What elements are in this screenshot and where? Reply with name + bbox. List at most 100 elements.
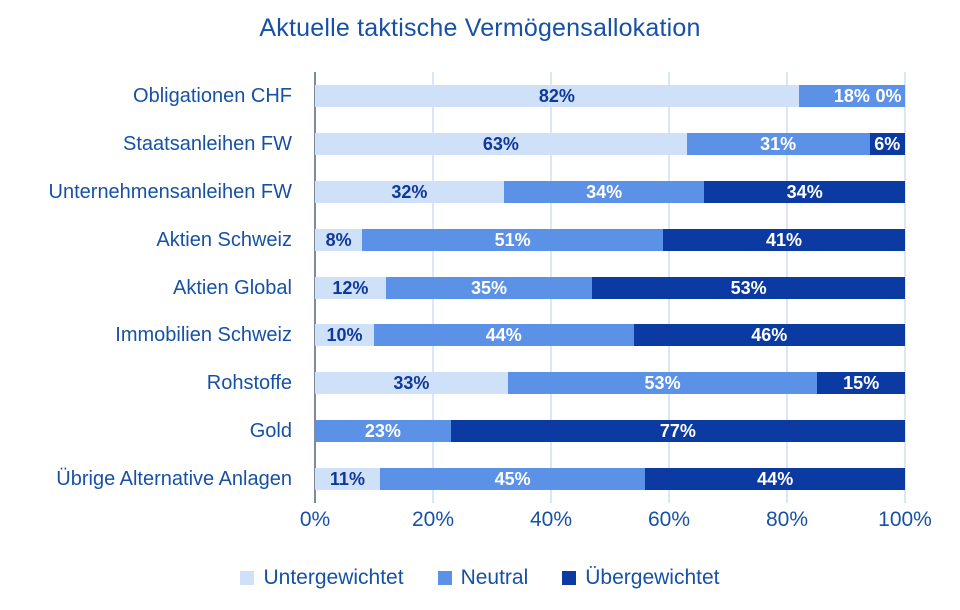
bar-segment-untergewichtet xyxy=(315,468,380,491)
bar-segment-neutral xyxy=(315,420,451,443)
category-label: Gold xyxy=(249,420,292,443)
segment-value-label: 12% xyxy=(332,277,369,298)
category-label: Aktien Schweiz xyxy=(156,228,292,251)
segment-value-label: 46% xyxy=(751,325,788,346)
segment-value-label: 51% xyxy=(494,229,531,250)
bar-segment-bergewichtet xyxy=(817,372,905,395)
segment-value-label: 18% xyxy=(833,85,870,106)
segment-value-label: 53% xyxy=(730,277,767,298)
legend-item-untergewichtet: Untergewichtet xyxy=(240,566,404,590)
segment-value-label: 23% xyxy=(364,421,401,442)
bar-segment-neutral xyxy=(686,132,870,155)
bar-track: 32% 34% 34% xyxy=(315,180,905,203)
bar-row: Unternehmensanleihen FW 32% 34% 34% xyxy=(0,179,960,205)
segment-value-label: 45% xyxy=(494,469,531,490)
bar-segment-bergewichtet xyxy=(592,276,905,299)
bar-row: Obligationen CHF 82% 18% 0% xyxy=(0,83,960,109)
bar-segment-bergewichtet xyxy=(450,420,905,443)
category-label: Immobilien Schweiz xyxy=(115,324,292,347)
bar-segment-neutral xyxy=(507,372,818,395)
segment-value-label: 10% xyxy=(326,325,363,346)
bar-segment-neutral xyxy=(362,228,664,251)
gridline xyxy=(904,72,906,503)
segment-value-label: 15% xyxy=(843,373,880,394)
bar-row: Gold0%23%77% xyxy=(0,418,960,444)
legend-item-neutral: Neutral xyxy=(437,566,529,590)
legend-item-bergewichtet: Übergewichtet xyxy=(562,566,720,590)
segment-value-label: 63% xyxy=(482,133,519,154)
bar-track: 33% 53% 15% xyxy=(315,372,905,395)
bar-rows-layer: Obligationen CHF 82% 18% 0% Staatsanleihen F… xyxy=(0,72,960,503)
x-axis-tick-label: 80% xyxy=(765,508,809,531)
bar-row: Aktien Global 12% 35% 53% xyxy=(0,275,960,301)
category-label: Übrige Alternative Anlagen xyxy=(56,468,292,491)
bar-segment-neutral xyxy=(379,468,646,491)
segment-value-label: 77% xyxy=(659,421,696,442)
segment-value-label: 34% xyxy=(786,181,823,202)
bar-segment-untergewichtet xyxy=(315,372,508,395)
bar-row: Immobilien Schweiz 10% 44% 46% xyxy=(0,322,960,348)
x-axis-tick-label: 100% xyxy=(878,508,932,531)
segment-value-label: 8% xyxy=(325,229,352,250)
x-axis-tick-label: 0% xyxy=(299,508,331,531)
chart-title: Aktuelle taktische Vermögensallokation xyxy=(259,14,701,42)
legend-swatch-neutral xyxy=(437,571,452,585)
bar-segment-bergewichtet xyxy=(645,468,905,491)
segment-value-label: 6% xyxy=(874,133,901,154)
bar-track: 11% 45% 44% xyxy=(315,468,905,491)
segment-value-label: 82% xyxy=(538,85,575,106)
legend-swatch-bergewichtet xyxy=(562,571,577,585)
legend-label: Untergewichtet xyxy=(263,566,404,589)
legend: Untergewichtet Neutral Übergewichtet xyxy=(0,563,960,593)
bar-track: 12% 35% 53% xyxy=(315,276,905,299)
bar-row: Übrige Alternative Anlagen 11% 45% 44% xyxy=(0,466,960,492)
bar-track: 0%23%77% xyxy=(315,420,905,443)
x-axis: 0% 20% 40% 60% 80% 100% xyxy=(300,508,932,536)
bar-segment-untergewichtet xyxy=(315,84,799,107)
legend-label: Übergewichtet xyxy=(585,566,720,589)
x-axis-tick-label: 40% xyxy=(529,508,573,531)
segment-value-label: 11% xyxy=(329,469,365,490)
bar-row: Rohstoffe 33% 53% 15% xyxy=(0,370,960,396)
segment-value-label: 34% xyxy=(586,181,623,202)
bar-segment-untergewichtet xyxy=(315,276,386,299)
bar-segment-untergewichtet xyxy=(315,324,374,347)
legend-label: Neutral xyxy=(460,566,529,589)
y-axis-line xyxy=(314,72,316,503)
bar-segment-neutral xyxy=(374,324,634,347)
x-axis-tick-label: 60% xyxy=(647,508,691,531)
bar-segment-untergewichtet xyxy=(315,228,363,251)
bar-segment-neutral xyxy=(798,84,905,107)
segment-value-label: 44% xyxy=(757,469,794,490)
bar-track: 63% 31% 6% xyxy=(315,132,905,155)
category-label: Unternehmensanleihen FW xyxy=(48,180,292,203)
segment-value-label: 33% xyxy=(393,373,430,394)
bar-segment-bergewichtet xyxy=(869,132,905,155)
segment-value-label: 32% xyxy=(391,181,428,202)
bar-segment-bergewichtet xyxy=(663,228,905,251)
bar-segment-neutral xyxy=(503,180,705,203)
segment-value-label: 53% xyxy=(644,373,681,394)
bar-segment-untergewichtet xyxy=(315,132,687,155)
segment-value-label: 41% xyxy=(766,229,803,250)
bar-segment-bergewichtet xyxy=(633,324,905,347)
bar-track: 8% 51% 41% xyxy=(315,228,905,251)
segment-value-label: 31% xyxy=(760,133,797,154)
bar-track: 82% 18% 0% xyxy=(315,84,905,107)
bar-row: Staatsanleihen FW 63% 31% 6% xyxy=(0,131,960,157)
bar-segment-neutral xyxy=(385,276,593,299)
legend-swatch-untergewichtet xyxy=(240,571,255,585)
bar-track: 10% 44% 46% xyxy=(315,324,905,347)
segment-value-label: 44% xyxy=(485,325,522,346)
category-label: Staatsanleihen FW xyxy=(123,132,292,155)
category-label: Aktien Global xyxy=(173,276,292,299)
segment-value-label: 0% xyxy=(875,85,902,106)
segment-value-label: 35% xyxy=(471,277,508,298)
x-axis-tick-label: 20% xyxy=(411,508,455,531)
bar-segment-bergewichtet xyxy=(704,180,905,203)
bar-segment-untergewichtet xyxy=(315,180,504,203)
category-label: Rohstoffe xyxy=(206,372,292,395)
bar-row: Aktien Schweiz 8% 51% 41% xyxy=(0,227,960,253)
category-label: Obligationen CHF xyxy=(133,84,292,107)
